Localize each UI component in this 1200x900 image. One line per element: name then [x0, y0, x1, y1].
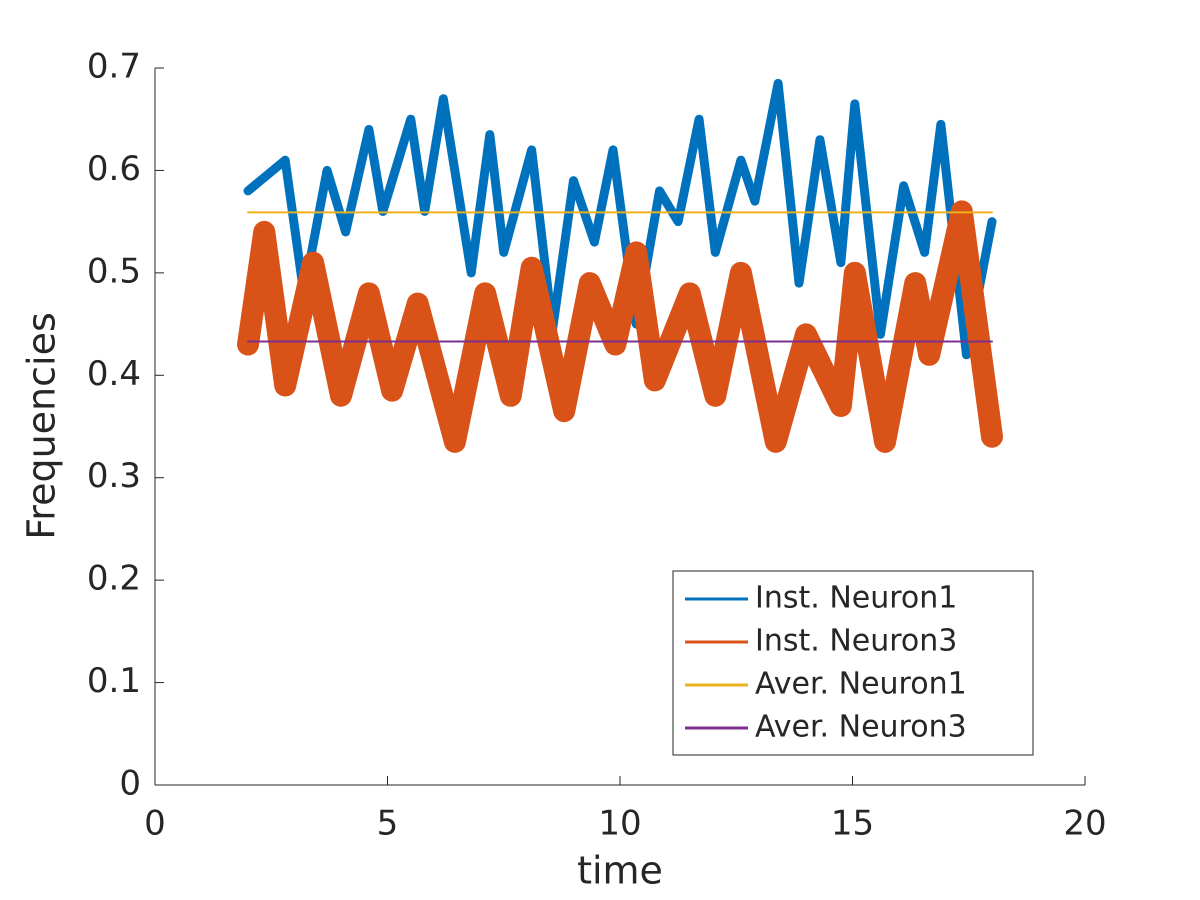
y-axis-label: Frequencies — [20, 312, 64, 540]
x-tick-label: 10 — [598, 804, 641, 844]
y-tick-label: 0.6 — [87, 149, 141, 189]
legend-label: Aver. Neuron3 — [755, 710, 967, 745]
series-line — [237, 200, 1003, 453]
y-tick-label: 0.1 — [87, 661, 141, 701]
x-tick-label: 0 — [144, 804, 166, 844]
y-tick-label: 0.2 — [87, 559, 141, 599]
series-line — [243, 78, 997, 360]
legend-box — [672, 570, 1034, 756]
x-tick-label: 20 — [1063, 804, 1106, 844]
legend-label: Inst. Neuron3 — [755, 624, 957, 659]
y-tick-label: 0.4 — [87, 354, 141, 394]
y-tick-label: 0.5 — [87, 251, 141, 291]
y-tick-label: 0.7 — [87, 47, 141, 87]
x-tick-label: 15 — [831, 804, 874, 844]
y-tick-label: 0.3 — [87, 456, 141, 496]
x-axis-label: time — [577, 849, 663, 893]
y-tick-label: 0 — [119, 764, 141, 804]
legend-label: Inst. Neuron1 — [755, 581, 957, 616]
legend-label: Aver. Neuron1 — [755, 667, 967, 702]
x-tick-label: 5 — [377, 804, 399, 844]
